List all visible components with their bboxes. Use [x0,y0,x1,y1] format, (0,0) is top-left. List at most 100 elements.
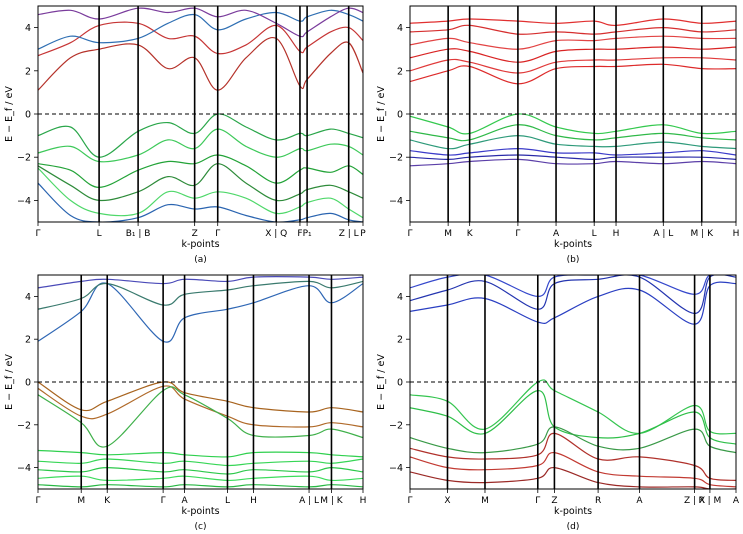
band-line-vb6 [410,158,736,167]
kpoint-label: Γ [215,229,220,239]
band-panel-0: Γ L B₁ | B Z Γ X | Q F P₁ Z | L P 4 2 0 −2 −4 E − E_f /… [4,5,366,265]
ytick-label: 4 [25,23,31,34]
ytick-label: 2 [397,66,403,77]
kpoint-label: M [444,229,452,239]
band-line-vb7 [38,475,363,482]
band-line-vb4 [410,147,736,156]
band-line-vb5 [410,451,736,488]
kpoint-label: P₁ [303,229,312,239]
bands [38,276,363,488]
band-line-cb4 [410,35,736,50]
kpoint-label: Z | L [339,229,359,239]
kpoint-label: Γ [35,496,40,506]
band-line-vb1 [38,113,363,158]
panel-caption: (a) [194,255,207,265]
band-line-vb6 [38,466,363,475]
ytick-label: −4 [17,463,31,474]
x-axis-label: k-points [554,506,592,517]
kpoint-label: K [467,229,474,239]
y-axis-label: E − E_f / eV [376,354,387,410]
ytick-label: 2 [397,335,403,346]
ytick-label: 0 [25,378,31,389]
ytick-label: −4 [17,196,31,207]
kpoint-label: P [360,229,366,239]
band-line-vb1 [38,381,363,413]
kpoint-label: L [592,229,597,239]
ytick-label: 2 [25,66,31,77]
kpoint-label: A [733,496,740,506]
band-line-vb3 [410,134,736,150]
kpoint-label: M [481,496,489,506]
kpoint-label: Γ [407,496,412,506]
band-line-vb1 [410,113,736,135]
band-line-vb6 [38,182,363,222]
kpoint-label: R [595,496,601,506]
band-line-cb2 [410,56,736,74]
bands [410,18,736,167]
kpoint-label: M | K [691,229,715,239]
band-line-vb3 [410,426,736,454]
y-axis-label: E − E_f / eV [376,86,387,142]
kpoint-label: Γ [515,229,520,239]
kpoint-label: A [181,496,188,506]
band-line-cb2 [38,21,363,57]
kpoint-label: M [77,496,85,506]
band-panel-1: Γ M K Γ A L H A | L M | K H 4 2 0 −2 −4 E − E_f / eV k-p… [376,5,739,265]
kpoint-label: K [104,496,111,506]
band-line-vb2 [410,389,736,445]
band-line-cb1 [410,281,736,325]
kpoint-label: B₁ | B [126,229,151,239]
kpoint-label: H [360,496,367,506]
band-line-vb5 [38,167,363,219]
band-line-vb4 [410,432,736,481]
band-line-vb2 [38,128,363,163]
ytick-label: −2 [389,420,403,431]
band-line-vb4 [38,449,363,458]
band-line-cb4 [38,7,363,38]
ytick-label: −2 [389,153,403,164]
kpoint-label: F [297,229,302,239]
band-line-cb1 [38,36,363,91]
kpoint-label: A | L [653,229,673,239]
y-axis-label: E − E_f / eV [4,86,15,142]
ytick-label: 4 [397,23,403,34]
kpoint-label: A [636,496,643,506]
ytick-label: 0 [397,110,403,121]
band-line-cb3 [38,276,363,289]
ytick-label: 4 [397,292,403,303]
band-line-vb5 [410,154,736,161]
kpoint-label: Z | X [684,496,705,506]
kpoint-label: H [250,496,257,506]
x-axis-label: k-points [181,506,219,517]
ytick-label: 4 [25,292,31,303]
kpoint-label: A [553,229,560,239]
band-line-vb6 [410,466,736,489]
band-panel-3: Γ X M Γ Z R A Z | XR | M A 4 2 0 −2 −4 E − E_f / eV k-p… [376,274,740,532]
band-line-vb3 [38,386,363,448]
band-line-cb2 [410,275,736,315]
ytick-label: −2 [17,153,31,164]
panel-caption: (b) [567,255,580,265]
kpoint-label: Z [551,496,557,506]
ytick-label: −4 [389,463,403,474]
band-line-vb3 [38,154,363,189]
band-line-cb2 [38,280,363,310]
kpoint-label: L [97,229,102,239]
panel-caption: (d) [567,522,580,532]
y-axis-label: E − E_f / eV [4,354,15,410]
band-line-vb5 [38,458,363,467]
kpoint-label: X [444,496,450,506]
kpoint-label: L [225,496,230,506]
kpoint-label: X | Q [265,229,287,239]
kpoint-label: A | L [299,496,319,506]
kpoint-label: Γ [535,496,540,506]
band-line-cb1 [38,282,363,343]
kpoint-label: Z [192,229,198,239]
band-line-cb3 [38,9,363,50]
band-line-cb3 [410,275,736,298]
ytick-label: −4 [389,196,403,207]
bands [410,275,736,489]
kpoint-label: M | K [320,496,344,506]
